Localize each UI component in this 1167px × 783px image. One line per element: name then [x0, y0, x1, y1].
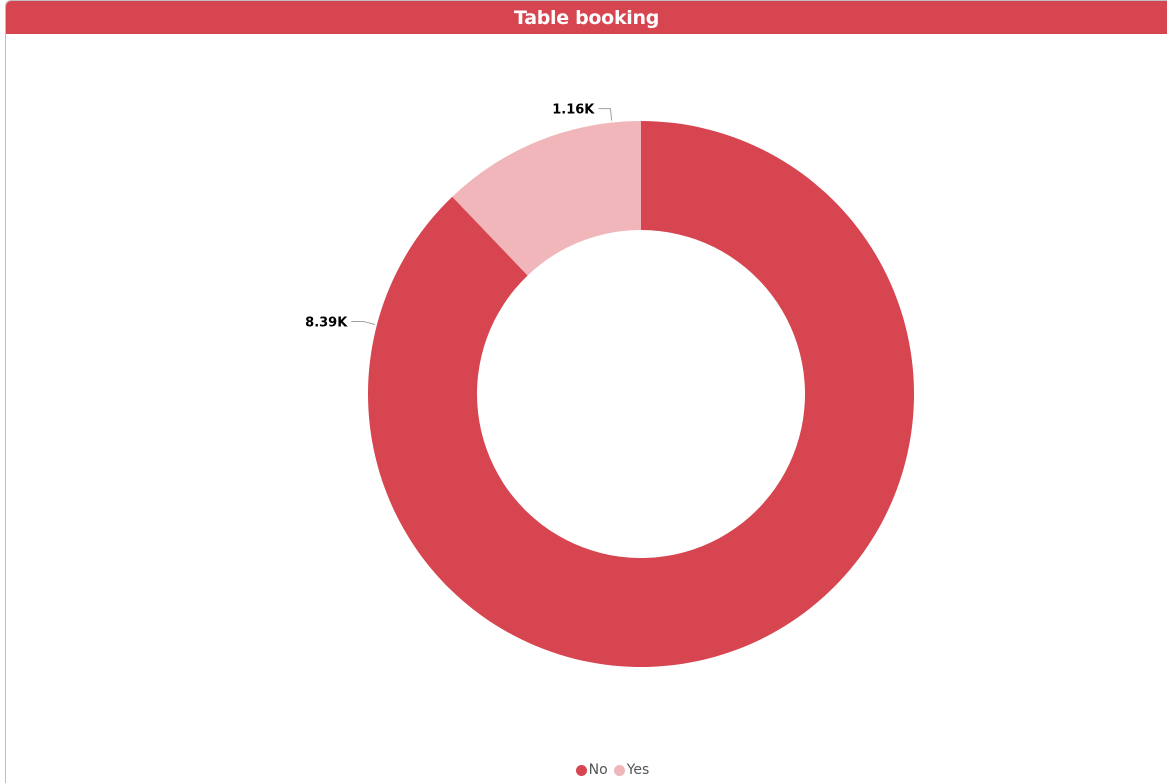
legend-item-no[interactable]: No	[575, 762, 608, 778]
legend-label-no: No	[588, 762, 608, 778]
legend-label-yes: Yes	[626, 762, 650, 778]
donut-slice-yes[interactable]	[452, 121, 641, 276]
chart-title-bar: Table booking	[6, 1, 1167, 34]
leader-line-yes	[598, 108, 613, 121]
donut-slice-no[interactable]	[368, 121, 915, 667]
leader-line-no	[351, 320, 376, 325]
chart-legend[interactable]: No Yes	[0, 762, 1167, 778]
legend-dot-no	[575, 764, 587, 776]
legend-dot-yes	[613, 764, 625, 776]
data-label-yes: 1.16K	[552, 103, 595, 118]
chart-title: Table booking	[513, 6, 660, 29]
visual-frame	[5, 0, 1167, 783]
data-label-no: 8.39K	[305, 315, 348, 330]
legend-item-yes[interactable]: Yes	[613, 762, 650, 778]
